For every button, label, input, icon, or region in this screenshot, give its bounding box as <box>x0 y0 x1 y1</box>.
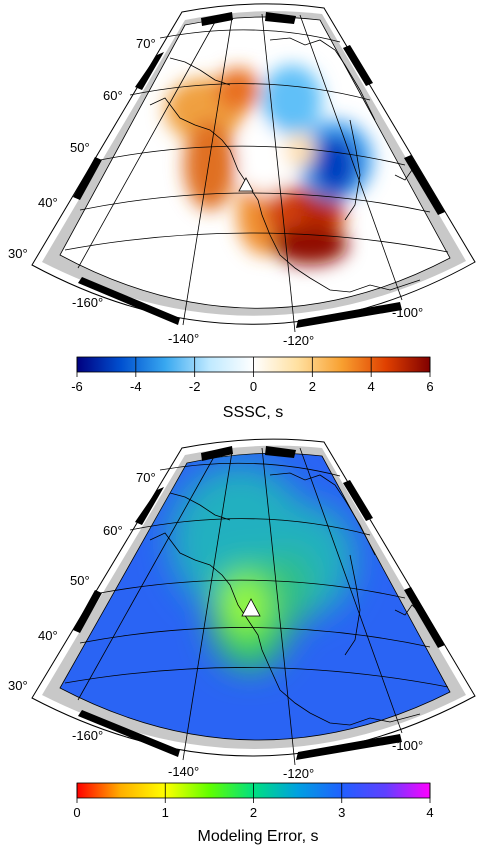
lon-label-140: -140° <box>168 331 199 346</box>
border-ticks <box>73 446 445 760</box>
colorbar-tick-label: 2 <box>250 805 257 820</box>
lat-label-70: 70° <box>136 36 156 51</box>
colorbar-title: SSSC, s <box>223 404 283 421</box>
lon-label-100: -100° <box>392 738 423 753</box>
lat-label-60: 60° <box>103 88 123 103</box>
colorbar-tick-label: 2 <box>309 379 316 394</box>
lat-label-70: 70° <box>136 470 156 485</box>
sssc-map: 70° 60° 50° 40° 30° -160° -140° -120° -1… <box>8 3 476 348</box>
sssc-field <box>165 65 373 265</box>
lat-label-30: 30° <box>8 678 28 693</box>
lon-label-120: -120° <box>283 333 314 348</box>
lon-label-160: -160° <box>72 728 103 743</box>
station-marker <box>238 177 254 192</box>
lon-label-100: -100° <box>392 305 423 320</box>
border-ticks <box>73 12 445 328</box>
coastlines <box>149 37 421 293</box>
modeling-error-map: 70° 60° 50° 40° 30° -160° -140° -120° -1… <box>8 438 476 781</box>
colorbar-ticks: -6 -4 -2 0 2 4 6 <box>71 357 434 394</box>
station-marker <box>241 598 261 617</box>
lon-label-120: -120° <box>283 766 314 781</box>
colorbar-tick-label: 0 <box>73 805 80 820</box>
lat-label-40: 40° <box>38 628 58 643</box>
colorbar-tick-label: 0 <box>250 379 257 394</box>
lat-label-60: 60° <box>103 523 123 538</box>
colorbar-tick-label: 1 <box>162 805 169 820</box>
colorbar-ticks: 0 1 2 3 4 <box>73 783 434 820</box>
colorbar-tick-label: -4 <box>130 379 142 394</box>
colorbar-tick-label: 4 <box>368 379 375 394</box>
graticule <box>64 447 449 766</box>
colorbar-tick-label: -6 <box>71 379 83 394</box>
lat-label-50: 50° <box>70 573 90 588</box>
graticule <box>64 13 449 333</box>
lat-label-30: 30° <box>8 246 28 261</box>
modeling-error-colorbar: 0 1 2 3 4 Modeling Error, s <box>73 782 434 845</box>
colorbar-tick-label: 4 <box>426 805 433 820</box>
coastlines <box>149 472 421 726</box>
colorbar-tick-label: -2 <box>189 379 201 394</box>
colorbar-tick-label: 6 <box>426 379 433 394</box>
sssc-colorbar: -6 -4 -2 0 2 4 6 SSSC, s <box>71 356 434 421</box>
lon-label-160: -160° <box>72 295 103 310</box>
lat-label-50: 50° <box>70 140 90 155</box>
colorbar-tick-label: 3 <box>338 805 345 820</box>
colorbar-title: Modeling Error, s <box>198 828 319 845</box>
lon-label-140: -140° <box>168 764 199 779</box>
lat-label-40: 40° <box>38 195 58 210</box>
